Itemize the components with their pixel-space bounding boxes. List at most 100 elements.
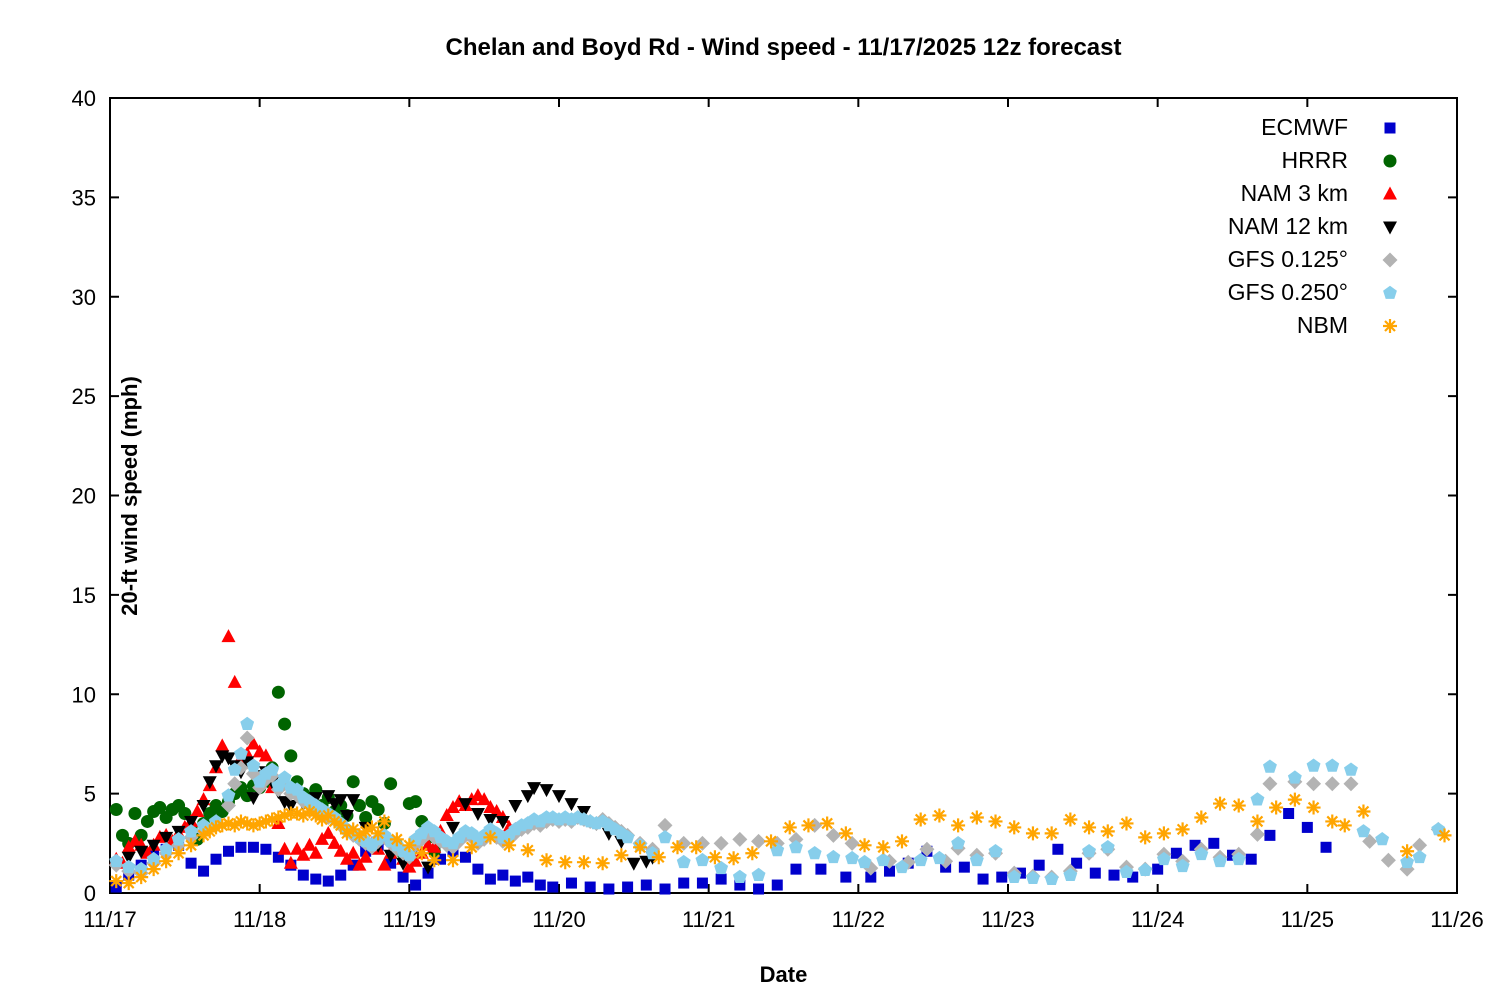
legend-entry-nam-12-km: NAM 12 km [1228,210,1405,243]
data-point-marker [1063,812,1078,827]
data-point-marker [845,850,859,865]
data-point-marker [771,879,783,891]
data-point-marker [265,762,280,776]
data-point-marker [227,818,242,833]
data-point-marker [913,852,928,867]
data-point-marker [670,840,685,855]
data-point-marker [290,806,305,821]
data-point-marker [185,857,197,869]
data-point-marker [1194,810,1209,825]
data-point-marker [1375,832,1390,846]
data-point-marker [1320,841,1332,853]
data-point-marker [1231,851,1246,866]
data-point-marker [1044,826,1059,841]
data-point-marker [751,833,767,849]
data-point-marker [1007,820,1022,835]
data-point-marker [215,818,230,833]
data-point-marker [377,814,392,829]
data-point-marker [734,879,746,891]
data-point-marker [1343,776,1359,792]
data-point-marker [1063,867,1078,881]
data-point-marker [1089,867,1101,879]
x-tick-label: 11/26 [1430,907,1483,932]
data-point-marker [522,871,534,883]
data-point-marker [1262,776,1278,792]
data-point-marker [240,716,255,730]
series-gfs-0-250 [109,716,1446,885]
y-axis-label: 20-ft wind speed (mph) [116,375,142,616]
legend-label: ECMWF [1261,114,1348,140]
data-point-marker [159,831,174,845]
data-point-marker [1412,849,1427,864]
data-point-marker [547,881,559,893]
data-point-marker [215,738,230,752]
data-point-marker [233,814,248,829]
data-point-marker [651,850,666,865]
data-point-marker [134,845,149,859]
data-point-marker [333,794,348,808]
data-point-marker [820,816,835,831]
y-tick-label: 25 [72,384,96,409]
data-point-marker [252,816,267,831]
data-point-marker [1071,857,1083,869]
data-point-marker [246,758,261,772]
data-point-marker [260,843,272,855]
data-point-marker [489,804,504,818]
data-point-marker [134,870,149,885]
data-point-marker [445,853,460,868]
data-point-marker [220,798,236,814]
data-point-marker [227,674,242,688]
data-point-marker [171,832,186,846]
data-point-marker [384,777,398,791]
data-point-marker [321,825,336,839]
data-point-marker [445,821,460,835]
data-point-marker [865,871,877,883]
data-point-marker [1306,776,1322,792]
data-point-marker [333,818,348,833]
data-point-marker [1157,851,1171,866]
data-point-marker [408,853,423,867]
data-point-marker [352,828,367,843]
data-point-marker [1362,833,1378,849]
y-tick-label: 40 [72,86,96,111]
data-point-marker [1306,800,1321,815]
legend-label: GFS 0.125° [1227,246,1348,272]
data-point-marker [988,844,1003,858]
data-point-marker [352,857,367,871]
data-point-marker [246,736,261,750]
data-point-marker [358,824,373,839]
data-point-marker [913,812,928,827]
data-point-marker [552,790,566,804]
data-point-marker [977,873,989,885]
data-point-marker [620,830,635,844]
data-point-marker [346,794,361,808]
data-point-marker [159,854,174,869]
data-point-marker [364,820,379,835]
x-tick-label: 11/19 [383,907,436,932]
data-point-marker [265,812,280,827]
data-point-marker [895,859,909,874]
data-point-marker [932,850,947,865]
data-point-marker [1138,830,1153,845]
data-point-marker [988,814,1003,829]
data-point-marker [1213,796,1228,811]
data-point-marker [1119,864,1134,878]
data-point-marker [209,760,224,774]
data-point-marker [1138,862,1153,876]
x-tick-label: 11/20 [532,907,585,932]
data-point-marker [190,804,205,818]
data-point-marker [509,875,521,887]
data-point-marker [146,839,161,853]
data-point-marker [884,865,896,877]
x-tick-label: 11/17 [83,907,136,932]
data-point-marker [121,876,136,891]
data-point-marker [315,812,330,827]
nam-3-km-legend-marker-icon [1383,186,1397,199]
data-point-marker [327,814,342,829]
data-point-marker [1283,808,1295,819]
data-point-marker [657,817,673,833]
data-point-marker [277,808,292,823]
data-point-marker [321,790,336,804]
data-point-marker [240,816,255,831]
